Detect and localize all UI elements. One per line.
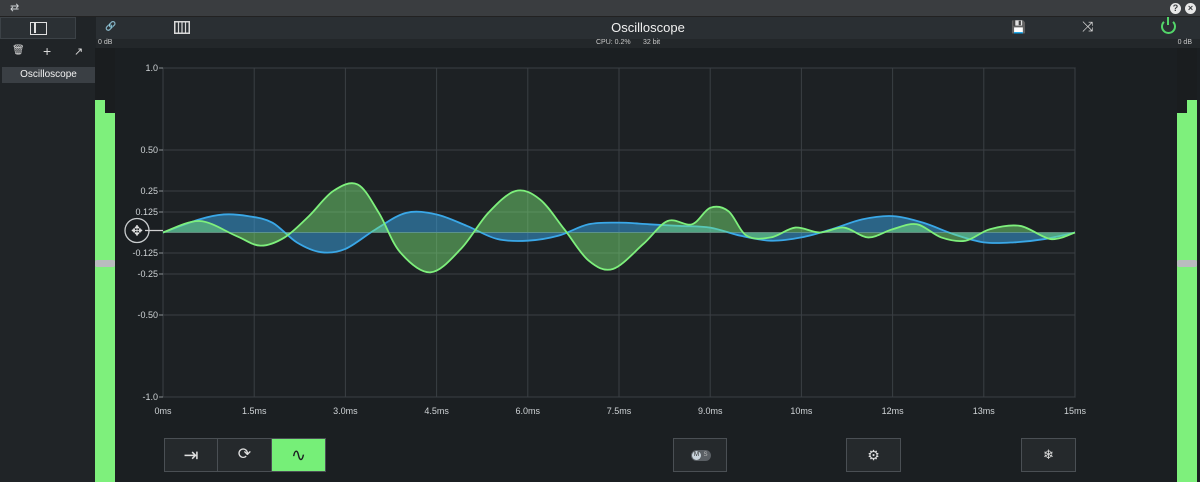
x-tick-label: 3.0ms [333,406,358,416]
swap-icon[interactable]: ⇄ [10,2,20,14]
power-icon[interactable] [1161,17,1176,34]
y-tick-label: 0.50 [140,145,158,155]
mono-stereo-button[interactable]: M S [673,438,727,472]
x-tick-label: 9.0ms [698,406,723,416]
cycle-icon: ⟳ [237,446,252,463]
bit-depth-readout: 32 bit [643,39,661,46]
window-top-strip: ⇄ ? × [0,0,1200,17]
plugin-header: 🔗 Oscilloscope 💾 ⤨ [96,17,1200,39]
y-tick-label: 0.25 [140,186,158,196]
trigger-cursor-crosshair-icon[interactable]: ✥ [131,223,143,239]
trigger-icon: ⇥ [183,445,199,465]
cycle-button[interactable]: ⟳ [217,438,272,472]
right-meter-fill-b [1187,100,1197,482]
x-tick-label: 10ms [790,406,813,416]
save-icon[interactable]: 💾 [1011,20,1026,34]
right-meter-fill-a [1177,113,1187,482]
left-level-meter [95,48,115,482]
help-icon[interactable]: ? [1170,3,1181,14]
settings-button[interactable]: ⚙ [846,438,901,472]
blue-series-line [162,210,1076,254]
cpu-readout: CPU: 0.2% [596,39,631,46]
page-title: Oscilloscope [611,20,685,35]
freeze-button[interactable]: ❄ [1021,438,1076,472]
x-tick-label: 1.5ms [242,406,267,416]
sidebar-item-oscilloscope[interactable]: Oscilloscope [2,67,95,83]
y-tick-label: -0.125 [132,248,158,258]
status-bar: 0 dB CPU: 0.2% 32 bit 0 dB [96,39,1200,48]
export-icon[interactable]: ↗ [74,46,84,58]
gear-icon: ⚙ [867,447,880,463]
link-icon[interactable]: 🔗 [105,21,117,31]
blue-series-area [163,211,1075,253]
snowflake-icon: ❄ [1043,447,1054,462]
y-tick-label: -0.25 [137,269,158,279]
meter-right-label: 0 dB [1177,39,1192,46]
sidebar-toggle-icon [30,22,47,35]
wave-button[interactable]: ∿ [271,438,326,472]
routing-icon[interactable]: ⤨ [1082,18,1094,34]
left-meter-fill-a [95,100,105,482]
sidebar-toggle-button[interactable] [0,17,76,39]
instance-sidebar: 🗑 + ↗ Oscilloscope [0,17,96,482]
oscilloscope-display[interactable]: 0ms 1.5ms 3.0ms 4.5ms 6.0ms 7.5ms 9.0ms 10ms 12m… [117,48,1176,482]
sidebar-tools: 🗑 + ↗ [0,43,96,63]
close-icon[interactable]: × [1185,3,1196,14]
x-tick-label: 4.5ms [424,406,449,416]
green-series-area [163,183,1075,273]
piano-keyboard-icon[interactable] [174,21,190,34]
x-tick-label: 15ms [1064,406,1087,416]
right-gain-fader-handle[interactable] [1177,260,1197,267]
x-tick-label: 7.5ms [607,406,632,416]
meter-left-label: 0 dB [98,39,113,46]
waveform-chart[interactable]: 0ms 1.5ms 3.0ms 4.5ms 6.0ms 7.5ms 9.0ms 10ms 12m… [117,48,1176,482]
y-tick-label: -1.0 [142,392,158,402]
x-tick-label: 13ms [973,406,996,416]
x-tick-label: 0ms [154,406,172,416]
y-tick-label: 0.125 [135,207,158,217]
right-level-meter [1177,48,1197,482]
mono-stereo-icon: M S [691,450,711,461]
x-tick-label: 12ms [882,406,905,416]
left-meter-fill-b [105,113,115,482]
mono-label: M [692,451,701,460]
y-tick-label: 1.0 [145,63,158,73]
plus-icon[interactable]: + [43,43,52,59]
left-gain-fader-handle[interactable] [95,260,115,267]
stereo-label: S [703,452,708,458]
x-tick-label: 6.0ms [516,406,541,416]
trigger-button[interactable]: ⇥ [164,438,218,472]
trash-icon[interactable]: 🗑 [12,45,25,56]
y-tick-label: -0.50 [137,310,158,320]
sine-wave-icon: ∿ [290,445,307,465]
